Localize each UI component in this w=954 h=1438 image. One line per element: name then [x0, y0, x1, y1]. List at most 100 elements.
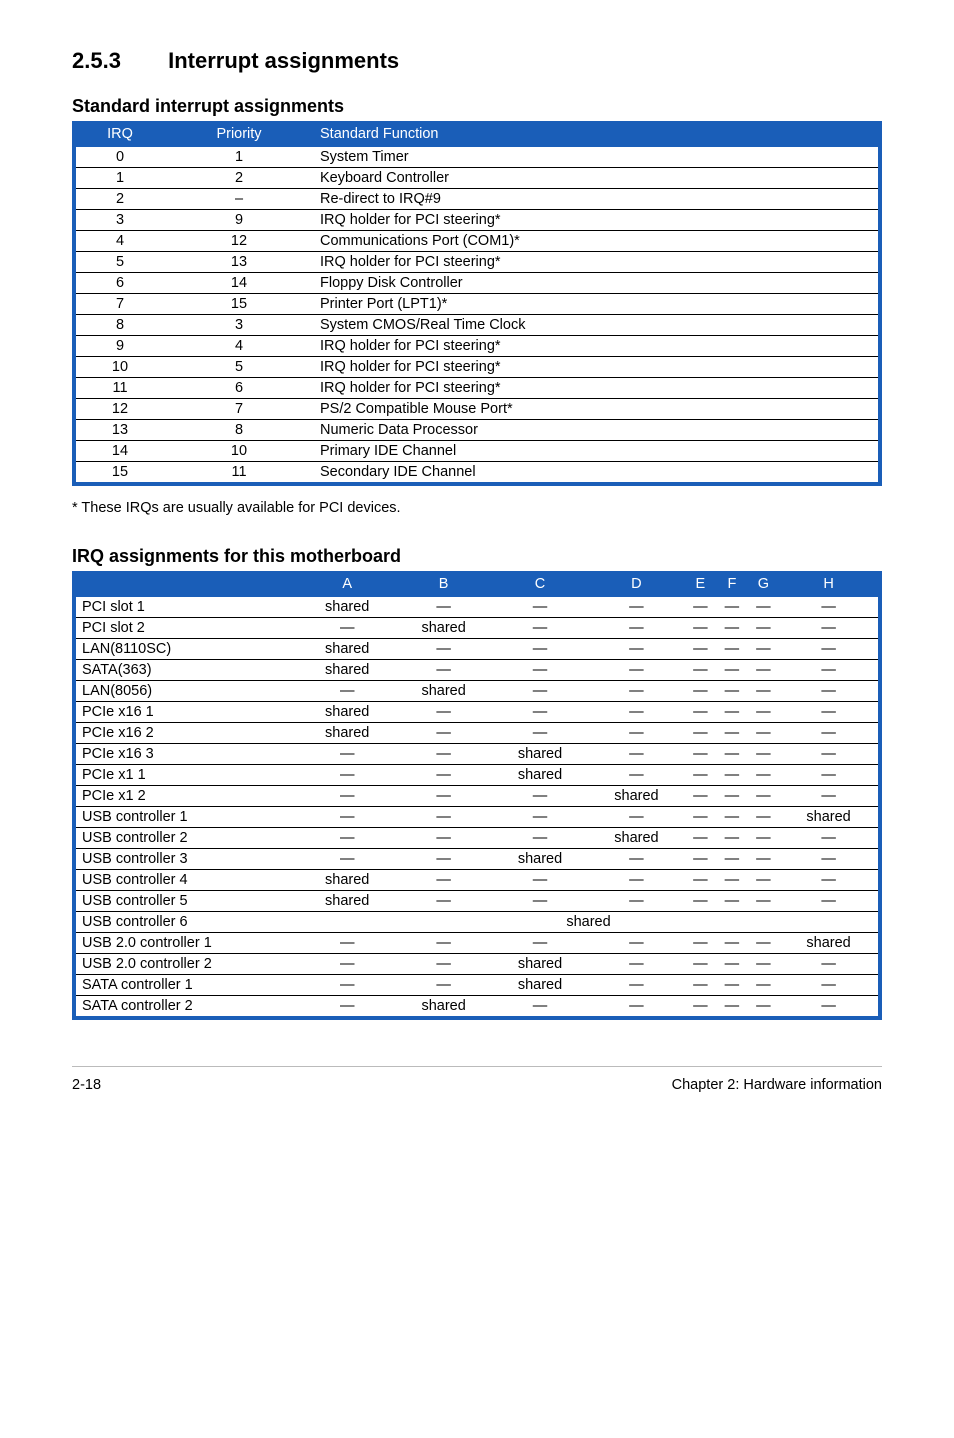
- cell: —: [716, 597, 748, 618]
- table-row: 1410Primary IDE Channel: [74, 441, 880, 462]
- cell: shared: [395, 618, 491, 639]
- table-row: USB controller 1———————shared: [74, 807, 880, 828]
- th-priority: Priority: [164, 121, 314, 147]
- row-label: PCIe x16 2: [74, 723, 299, 744]
- cell: —: [716, 744, 748, 765]
- cell: shared: [492, 954, 588, 975]
- row-label: LAN(8056): [74, 681, 299, 702]
- table-row: 2–Re-direct to IRQ#9: [74, 189, 880, 210]
- cell: —: [716, 828, 748, 849]
- cell: —: [779, 765, 880, 786]
- table-row: PCIe x16 3——shared—————: [74, 744, 880, 765]
- table-row: 127PS/2 Compatible Mouse Port*: [74, 399, 880, 420]
- cell: —: [748, 996, 780, 1019]
- cell: —: [779, 702, 880, 723]
- table-row: USB 2.0 controller 1———————shared: [74, 933, 880, 954]
- cell: —: [588, 765, 684, 786]
- cell-priority: 11: [164, 462, 314, 485]
- cell: —: [685, 786, 717, 807]
- th-func: Standard Function: [314, 121, 880, 147]
- row-label: PCIe x1 1: [74, 765, 299, 786]
- cell: —: [748, 807, 780, 828]
- cell: —: [779, 597, 880, 618]
- cell-priority: –: [164, 189, 314, 210]
- cell: —: [299, 975, 395, 996]
- cell: —: [685, 597, 717, 618]
- cell: —: [779, 954, 880, 975]
- cell: —: [492, 807, 588, 828]
- cell: —: [492, 639, 588, 660]
- cell: —: [748, 681, 780, 702]
- cell: —: [716, 954, 748, 975]
- row-label: SATA(363): [74, 660, 299, 681]
- table-row: PCIe x1 1——shared—————: [74, 765, 880, 786]
- cell: —: [492, 681, 588, 702]
- cell-function: Numeric Data Processor: [314, 420, 880, 441]
- table-row: 01System Timer: [74, 147, 880, 168]
- cell: shared: [492, 744, 588, 765]
- cell-irq: 7: [74, 294, 164, 315]
- table-row: USB controller 6shared: [74, 912, 880, 933]
- table-row: 614Floppy Disk Controller: [74, 273, 880, 294]
- th-col: B: [395, 571, 491, 597]
- cell: —: [685, 618, 717, 639]
- cell: —: [588, 870, 684, 891]
- cell-irq: 0: [74, 147, 164, 168]
- th-col: G: [748, 571, 780, 597]
- cell-priority: 15: [164, 294, 314, 315]
- row-label: USB controller 4: [74, 870, 299, 891]
- table-row: SATA controller 2—shared——————: [74, 996, 880, 1019]
- cell: —: [588, 723, 684, 744]
- cell-irq: 4: [74, 231, 164, 252]
- row-label: USB 2.0 controller 2: [74, 954, 299, 975]
- cell: —: [685, 828, 717, 849]
- row-label: LAN(8110SC): [74, 639, 299, 660]
- cell: —: [588, 975, 684, 996]
- cell: —: [779, 660, 880, 681]
- cell: —: [685, 975, 717, 996]
- cell-irq: 13: [74, 420, 164, 441]
- cell: —: [685, 996, 717, 1019]
- cell-function: System Timer: [314, 147, 880, 168]
- cell: —: [748, 660, 780, 681]
- cell: —: [685, 807, 717, 828]
- cell: —: [492, 870, 588, 891]
- cell: —: [716, 996, 748, 1019]
- cell: —: [685, 744, 717, 765]
- table-row: USB controller 3——shared—————: [74, 849, 880, 870]
- cell: —: [779, 639, 880, 660]
- cell: —: [395, 849, 491, 870]
- table-row: PCI slot 1shared———————: [74, 597, 880, 618]
- table1-footnote: * These IRQs are usually available for P…: [72, 500, 882, 516]
- cell: —: [685, 765, 717, 786]
- cell: —: [716, 807, 748, 828]
- cell-irq: 1: [74, 168, 164, 189]
- cell: —: [395, 828, 491, 849]
- cell: —: [779, 996, 880, 1019]
- cell: —: [395, 870, 491, 891]
- cell: —: [395, 891, 491, 912]
- table-row: SATA(363)shared———————: [74, 660, 880, 681]
- cell: —: [685, 660, 717, 681]
- cell: —: [299, 765, 395, 786]
- cell: —: [685, 702, 717, 723]
- cell: —: [685, 639, 717, 660]
- cell: —: [588, 639, 684, 660]
- cell-priority: 12: [164, 231, 314, 252]
- cell-priority: 10: [164, 441, 314, 462]
- cell: shared: [299, 639, 395, 660]
- cell-function: Floppy Disk Controller: [314, 273, 880, 294]
- row-label: USB controller 1: [74, 807, 299, 828]
- cell: —: [492, 786, 588, 807]
- table-row: USB controller 4shared———————: [74, 870, 880, 891]
- cell: —: [492, 702, 588, 723]
- chapter-label: Chapter 2: Hardware information: [672, 1077, 882, 1093]
- cell: —: [748, 786, 780, 807]
- th-col: F: [716, 571, 748, 597]
- cell: —: [395, 786, 491, 807]
- cell: —: [748, 828, 780, 849]
- cell: —: [716, 870, 748, 891]
- cell: —: [716, 618, 748, 639]
- cell: —: [779, 975, 880, 996]
- cell: —: [395, 975, 491, 996]
